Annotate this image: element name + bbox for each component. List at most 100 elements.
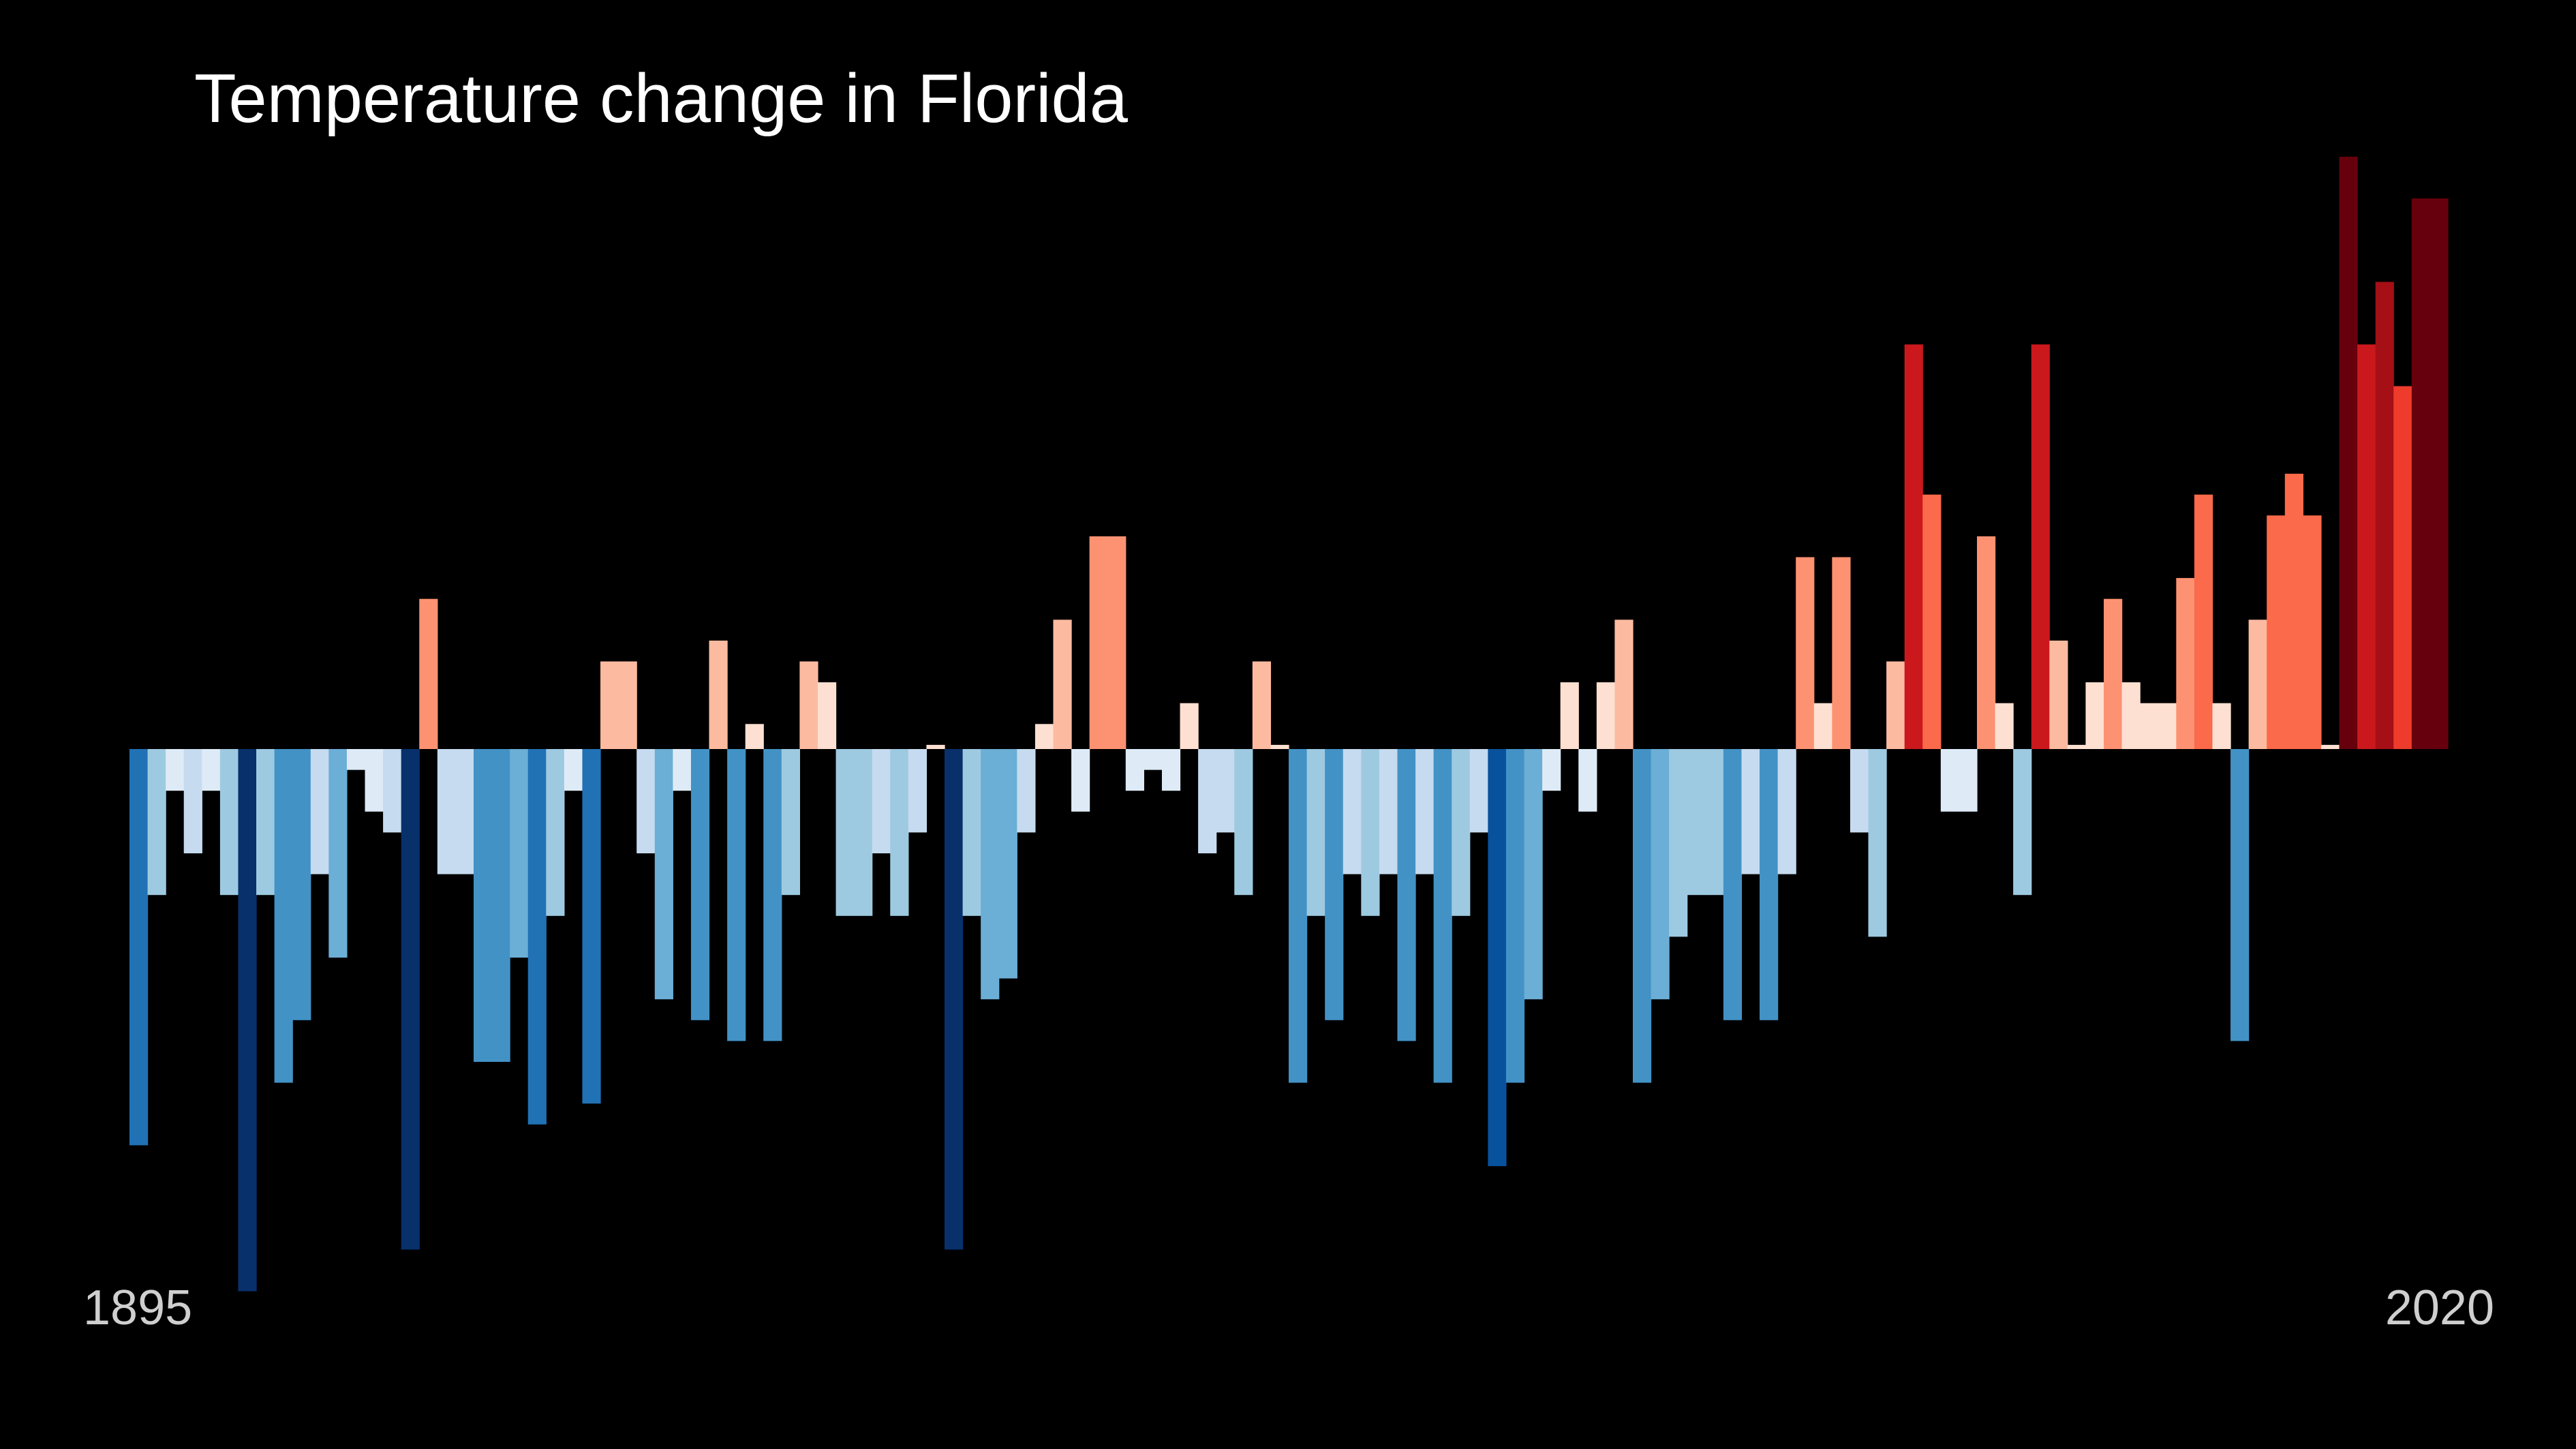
year-bar	[673, 749, 692, 791]
year-bar	[1125, 749, 1144, 791]
year-bar	[1144, 749, 1163, 770]
year-bar	[546, 749, 565, 916]
year-bar	[166, 749, 185, 791]
year-bar	[1904, 344, 1923, 749]
year-bar	[2067, 744, 2087, 749]
year-bar	[1433, 749, 1452, 1083]
year-bar	[365, 749, 384, 812]
year-bar	[1488, 749, 1507, 1166]
year-bar	[527, 749, 547, 1125]
year-bar	[981, 749, 1000, 1000]
year-bar	[962, 749, 981, 916]
year-bar	[1343, 749, 1362, 874]
year-bar	[491, 749, 510, 1062]
year-bar	[2248, 620, 2267, 749]
year-bar	[2176, 578, 2195, 749]
year-bar	[437, 749, 457, 874]
year-bar	[1306, 749, 1325, 916]
year-bar	[1089, 536, 1108, 749]
year-bar	[1379, 749, 1398, 874]
year-bar	[2357, 344, 2376, 749]
year-bar	[2267, 515, 2286, 749]
year-bar	[2284, 474, 2303, 749]
year-bar	[998, 749, 1017, 979]
year-bar	[1614, 620, 1634, 749]
year-bar	[618, 661, 637, 749]
year-bar	[1524, 749, 1543, 1000]
year-bar	[1180, 703, 1199, 749]
year-bar	[709, 640, 728, 749]
year-bar	[1034, 724, 1054, 749]
year-bar	[328, 749, 348, 958]
year-bar	[2429, 198, 2449, 749]
year-bar	[1234, 749, 1253, 896]
year-bar	[1198, 749, 1217, 853]
year-bar	[854, 749, 873, 916]
year-bar	[600, 661, 619, 749]
year-bar	[1959, 749, 1978, 812]
year-bar	[219, 749, 239, 896]
year-bar	[1107, 536, 1126, 749]
year-bar	[1252, 661, 1272, 749]
year-bar	[564, 749, 583, 791]
year-bar	[2049, 640, 2068, 749]
year-bar	[1777, 749, 1796, 874]
year-bar	[1832, 557, 1851, 749]
year-bar	[1705, 749, 1724, 896]
year-bar	[582, 749, 601, 1104]
year-bar	[202, 749, 221, 791]
year-bar	[346, 749, 366, 770]
year-bar	[1632, 749, 1652, 1083]
end-year-label: 2020	[2385, 1281, 2494, 1335]
year-bar	[1071, 749, 1090, 812]
year-bar	[2158, 703, 2177, 749]
year-bar	[147, 749, 166, 896]
year-bar	[1922, 494, 1942, 749]
year-bar	[1053, 620, 1072, 749]
year-bar	[1651, 749, 1670, 1000]
year-bar	[2339, 156, 2358, 749]
year-bar	[2375, 281, 2394, 749]
year-bar	[817, 682, 837, 749]
year-bar	[1161, 749, 1181, 791]
year-bar	[835, 749, 855, 916]
year-bar	[401, 749, 420, 1250]
year-bar	[1850, 749, 1869, 833]
year-bar	[2085, 682, 2104, 749]
year-bar	[2230, 749, 2250, 1041]
year-bar	[455, 749, 474, 874]
year-bar	[1560, 682, 1579, 749]
year-bar	[1596, 682, 1616, 749]
year-bar	[654, 749, 673, 1000]
year-bar	[2303, 515, 2322, 749]
year-bar	[1723, 749, 1743, 1020]
year-bar	[908, 749, 927, 833]
year-bar	[872, 749, 891, 853]
year-bar	[690, 749, 710, 1020]
year-bar	[1760, 749, 1779, 1020]
year-bar	[1687, 749, 1706, 896]
year-bar	[1289, 749, 1308, 1083]
year-bar	[1796, 557, 1815, 749]
year-bar	[310, 749, 329, 874]
year-bar	[1995, 703, 2014, 749]
year-bar	[799, 661, 818, 749]
year-bar	[2104, 598, 2123, 749]
year-bar	[1325, 749, 1344, 1020]
year-bar	[1886, 661, 1905, 749]
year-bar	[292, 749, 311, 1020]
year-bar	[1216, 749, 1235, 833]
year-bar	[781, 749, 800, 896]
year-bar	[473, 749, 493, 1062]
year-bar	[256, 749, 275, 896]
year-bar	[1578, 749, 1597, 812]
year-bar	[1270, 744, 1289, 749]
year-bar	[2121, 682, 2141, 749]
year-bar	[2031, 344, 2050, 749]
year-bar	[1976, 536, 1996, 749]
year-bar	[1017, 749, 1036, 833]
year-bar	[745, 724, 764, 749]
year-bar	[183, 749, 202, 853]
